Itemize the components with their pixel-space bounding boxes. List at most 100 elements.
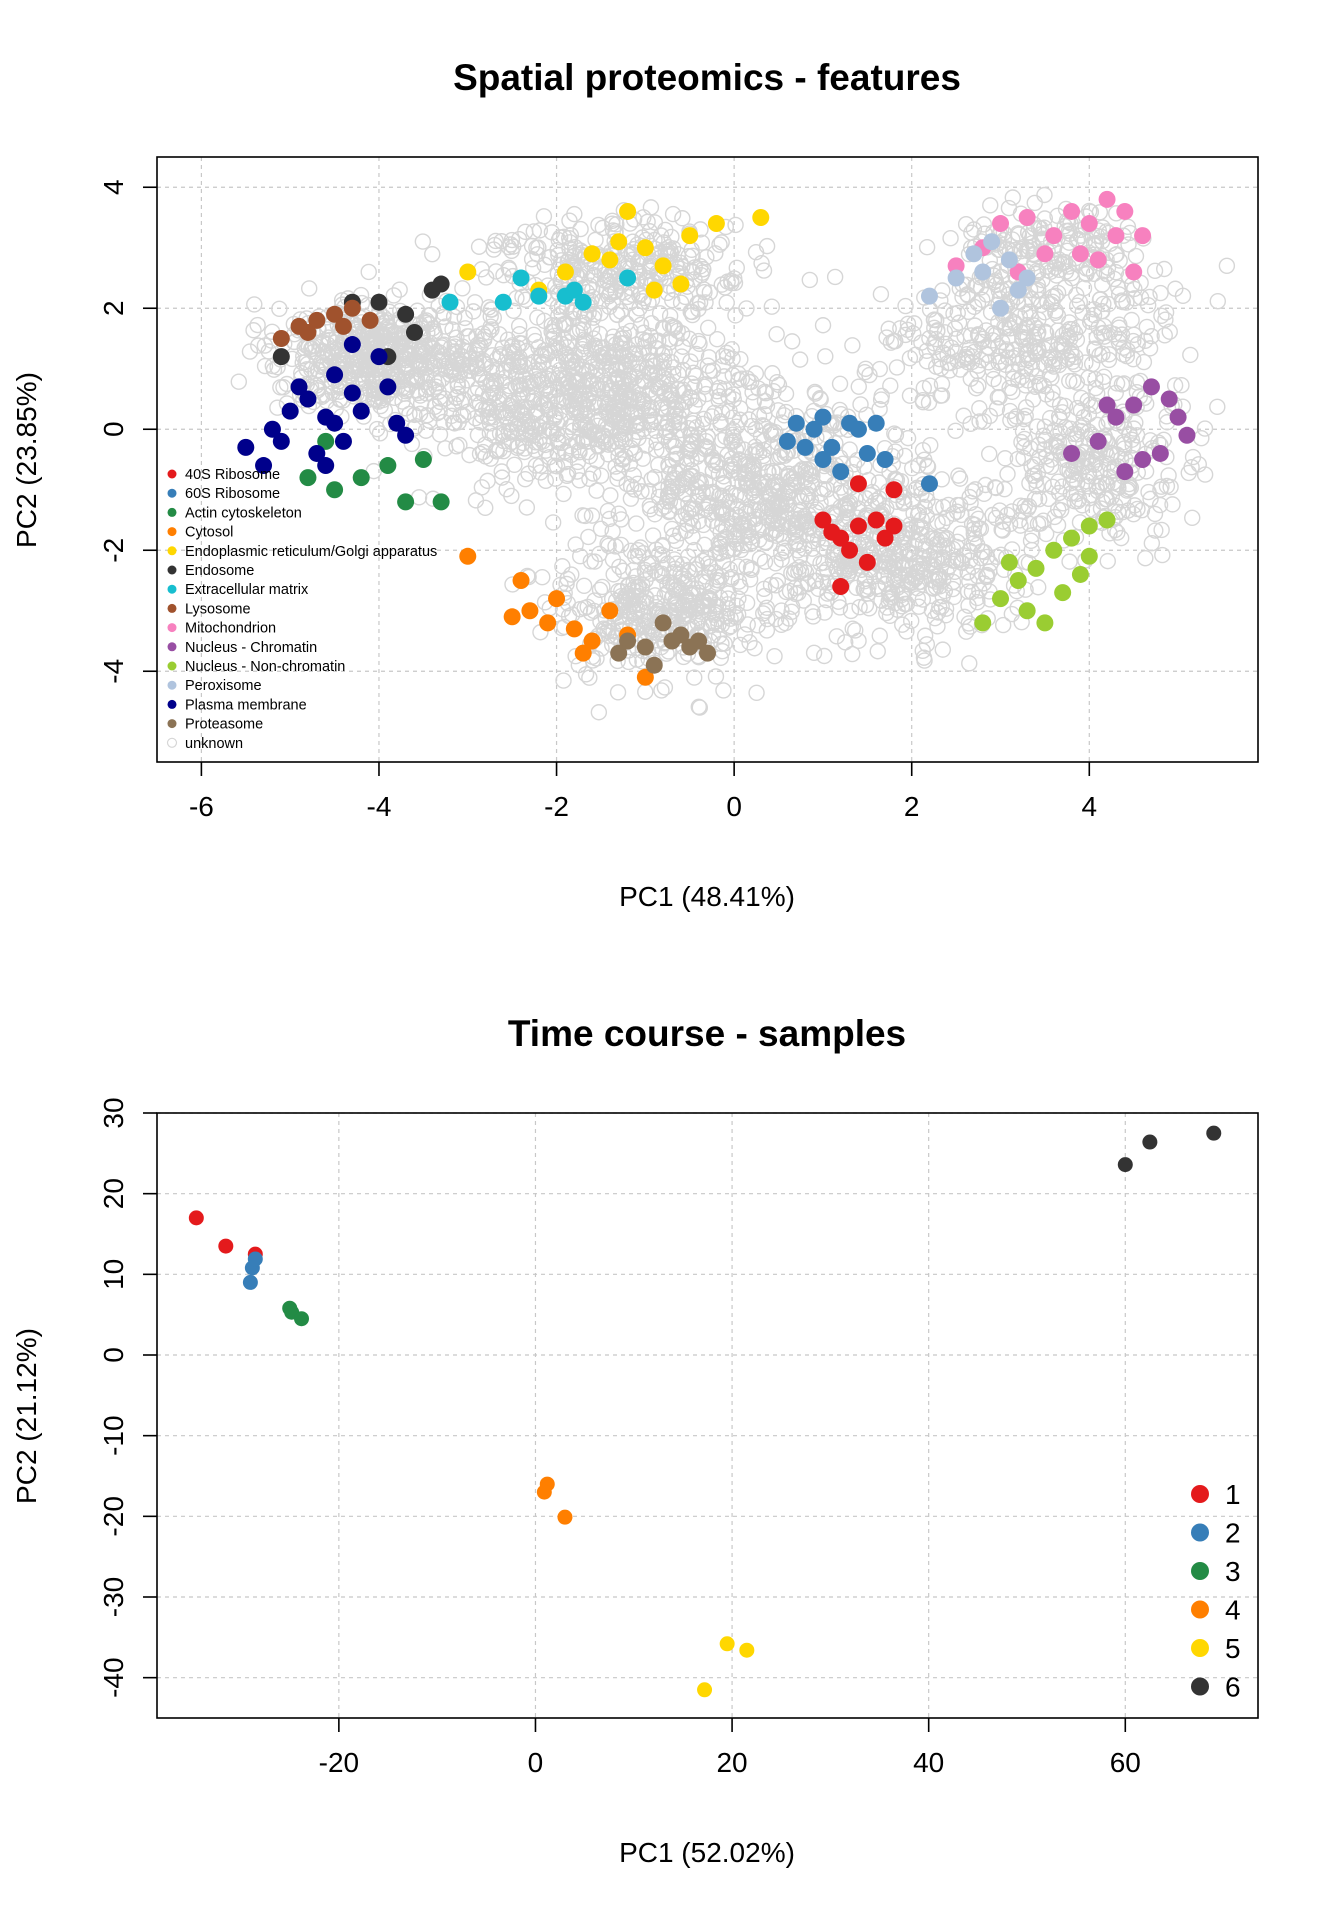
- point-unknown: [457, 320, 474, 337]
- point-unknown: [566, 205, 583, 223]
- point-unknown: [579, 443, 597, 461]
- point-unknown: [1030, 579, 1047, 596]
- point-unknown: [1040, 350, 1057, 367]
- point-unknown: [786, 562, 804, 579]
- point-mitochondrion: [1071, 245, 1089, 263]
- point-cytosol: [512, 572, 530, 589]
- point-unknown: [660, 503, 678, 521]
- point-unknown: [1001, 317, 1018, 334]
- point-unknown: [806, 572, 824, 590]
- point-unknown: [1146, 505, 1164, 523]
- point-mitochondrion: [992, 215, 1010, 233]
- point-40s-ribosome: [885, 517, 903, 535]
- point-unknown: [743, 484, 761, 501]
- point-unknown: [680, 561, 697, 579]
- point-unknown: [974, 330, 992, 348]
- point-plasma-membrane: [272, 432, 290, 450]
- point-cytosol: [574, 644, 592, 662]
- point-unknown: [992, 353, 1010, 371]
- point-unknown: [973, 543, 991, 560]
- point-unknown: [501, 397, 519, 414]
- y-tick-label: 30: [98, 1097, 129, 1128]
- legend-label: Extracellular matrix: [185, 582, 309, 598]
- point-unknown: [546, 410, 563, 427]
- point-unknown: [612, 330, 630, 347]
- point-unknown: [910, 598, 928, 615]
- point-unknown: [501, 377, 518, 395]
- point-unknown: [378, 312, 396, 329]
- legend-label: 5: [1225, 1633, 1241, 1664]
- point-unknown: [720, 585, 737, 602]
- point-unknown: [967, 481, 984, 498]
- point-unknown: [857, 534, 874, 551]
- point-unknown: [964, 483, 981, 500]
- point-plasma-membrane: [237, 438, 255, 456]
- point-unknown: [958, 623, 975, 640]
- point-unknown: [727, 441, 745, 459]
- point-unknown: [720, 619, 738, 636]
- point-unknown: [555, 228, 573, 246]
- point-endoplasmic-reticulum-golgi-apparatus: [556, 263, 574, 281]
- point-endoplasmic-reticulum-golgi-apparatus: [610, 233, 628, 251]
- point-unknown: [256, 337, 274, 354]
- point-unknown: [506, 456, 523, 474]
- point-unknown: [641, 500, 659, 518]
- point-unknown: [575, 577, 593, 594]
- point-unknown: [1061, 372, 1078, 390]
- point-unknown: [875, 558, 892, 575]
- point-unknown: [647, 352, 664, 370]
- legend-swatch: [167, 680, 177, 690]
- point-unknown: [1119, 481, 1137, 498]
- point-actin-cytoskeleton: [432, 493, 450, 511]
- point-unknown: [1054, 327, 1072, 344]
- point-unknown: [912, 519, 929, 537]
- point-unknown: [959, 286, 976, 303]
- point-unknown: [571, 472, 588, 489]
- point-unknown: [1026, 194, 1043, 212]
- point-unknown: [671, 414, 688, 432]
- point-unknown: [619, 243, 636, 260]
- point-unknown: [516, 443, 533, 461]
- point-unknown: [299, 355, 316, 373]
- point-60s-ribosome: [849, 420, 867, 438]
- point-unknown: [781, 582, 799, 600]
- point-unknown: [1157, 311, 1174, 328]
- point-unknown: [454, 355, 472, 372]
- point-60s-ribosome: [805, 420, 823, 438]
- point-unknown: [591, 581, 609, 599]
- point-cytosol: [565, 620, 583, 638]
- point-unknown: [624, 251, 641, 269]
- point-40s-ribosome: [832, 578, 850, 596]
- point-unknown: [711, 236, 728, 253]
- point-unknown: [417, 422, 435, 439]
- point-unknown: [1086, 468, 1103, 485]
- point-unknown: [397, 352, 414, 369]
- point-unknown: [700, 615, 718, 632]
- point-plasma-membrane: [343, 384, 361, 402]
- point-unknown: [710, 572, 728, 589]
- point-unknown: [704, 483, 722, 501]
- point-unknown: [955, 407, 972, 424]
- point-60s-ribosome: [778, 432, 796, 450]
- point-unknown: [1094, 345, 1111, 363]
- point-unknown: [622, 478, 640, 495]
- point-nucleus-chromatin: [1063, 444, 1081, 462]
- point-unknown: [894, 584, 912, 602]
- point-unknown: [746, 640, 763, 657]
- point-unknown: [658, 404, 675, 421]
- point-unknown: [598, 403, 615, 420]
- point-unknown: [1061, 330, 1079, 347]
- point-unknown: [677, 606, 694, 623]
- point-unknown: [674, 210, 691, 227]
- legend-swatch: [1191, 1677, 1209, 1696]
- point-unknown: [1029, 326, 1046, 343]
- point-unknown: [514, 407, 531, 424]
- point-unknown: [1152, 284, 1169, 302]
- point-unknown: [730, 365, 747, 382]
- point-unknown: [871, 627, 888, 644]
- point-unknown: [497, 408, 515, 425]
- point-actin-cytoskeleton: [414, 451, 432, 468]
- x-tick-label: -4: [367, 791, 392, 822]
- point-unknown: [985, 370, 1002, 388]
- point-peroxisome: [965, 245, 983, 263]
